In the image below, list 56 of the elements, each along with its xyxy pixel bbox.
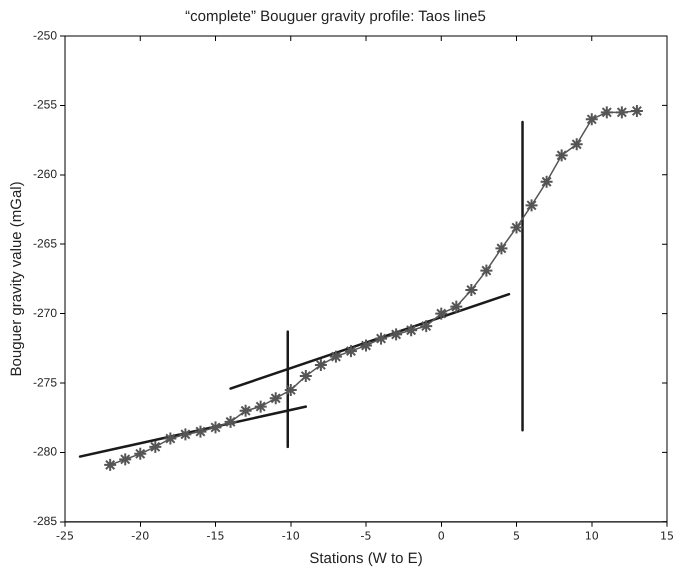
point	[510, 220, 524, 235]
x-tick-label: -10	[282, 529, 300, 542]
point	[614, 105, 629, 120]
point	[434, 306, 448, 321]
point	[224, 414, 238, 429]
point	[389, 327, 404, 342]
point	[133, 446, 148, 461]
x-tick-label: 10	[584, 529, 599, 542]
x-tick-label: 15	[660, 529, 674, 542]
point	[584, 112, 599, 126]
y-tick-label: -285	[32, 514, 58, 528]
point	[193, 424, 208, 439]
point	[449, 300, 464, 314]
point	[328, 350, 343, 364]
x-axis-title: Stations (W to E)	[309, 550, 423, 568]
point	[374, 332, 388, 346]
point	[570, 137, 584, 152]
y-tick-label: -275	[32, 375, 58, 390]
y-tick-label: -265	[32, 236, 58, 251]
point	[479, 264, 494, 278]
y-axis-title: Bouguer gravity value (mGal)	[8, 181, 26, 376]
point	[494, 241, 508, 256]
point	[554, 148, 569, 162]
point	[404, 323, 418, 338]
point	[178, 427, 192, 442]
point	[254, 400, 268, 414]
point	[630, 104, 644, 118]
x-tick-label: 0	[438, 529, 445, 542]
x-tick-label: -15	[206, 529, 224, 542]
point	[464, 283, 478, 298]
point	[359, 338, 374, 353]
point	[524, 198, 539, 212]
y-tick-label: -260	[32, 167, 58, 182]
x-tick-label: -25	[56, 529, 74, 542]
y-tick-label: -270	[32, 306, 58, 320]
y-tick-label: -250	[32, 28, 58, 42]
point	[208, 420, 223, 434]
point	[118, 452, 132, 466]
point	[148, 440, 162, 454]
point	[314, 358, 328, 372]
point	[238, 404, 253, 418]
y-tick-label: -255	[32, 98, 58, 112]
point	[600, 105, 614, 120]
x-tick-label: -5	[360, 529, 372, 542]
point	[163, 432, 178, 446]
x-tick-label: -20	[131, 529, 150, 542]
x-tick-label: 5	[513, 529, 520, 542]
y-tick-label: -280	[32, 444, 58, 459]
point	[540, 174, 554, 189]
point	[284, 382, 298, 397]
point	[268, 391, 283, 406]
point	[344, 344, 358, 358]
point	[419, 319, 434, 334]
chart-title: “complete” Bouguer gravity profile: Taos line5	[185, 8, 486, 26]
point	[298, 369, 313, 384]
point	[103, 458, 118, 472]
